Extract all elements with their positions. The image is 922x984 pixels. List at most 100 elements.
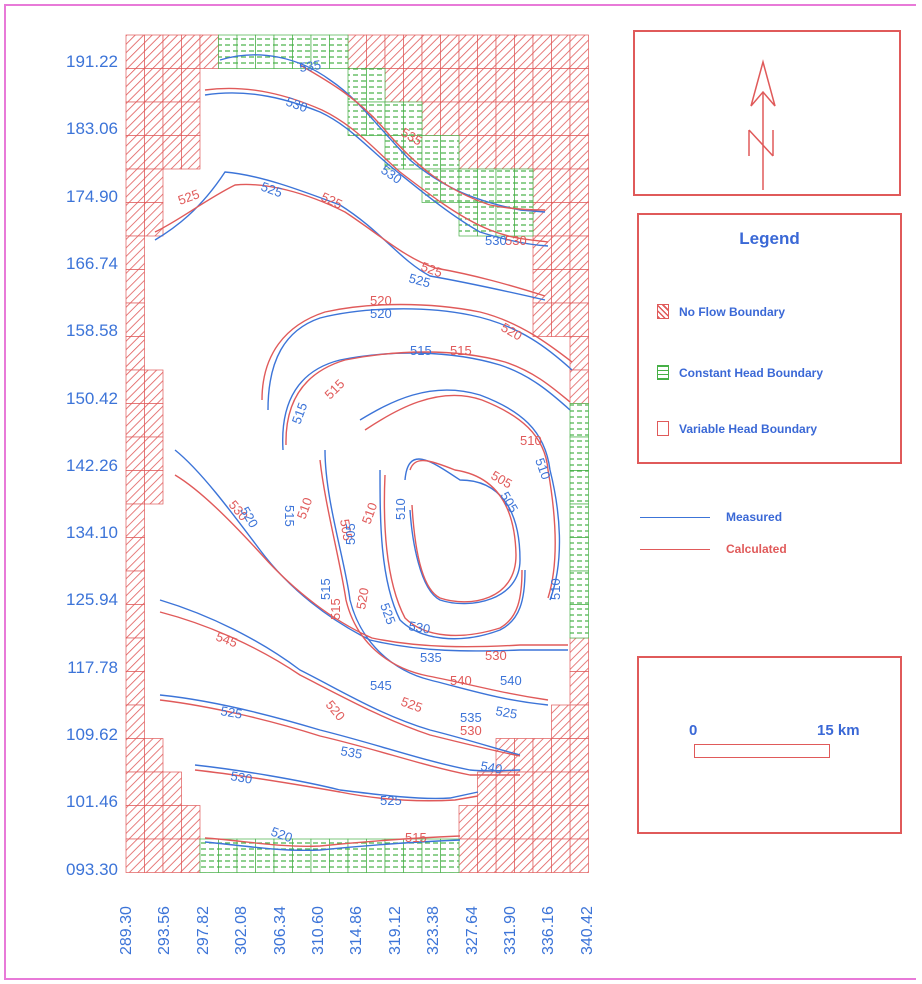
no-flow-cell — [125, 537, 145, 572]
no-flow-cell — [144, 135, 164, 170]
no-flow-cell — [440, 68, 460, 103]
no-flow-cell — [125, 570, 145, 605]
contour-value-label: 525 — [419, 259, 445, 281]
no-flow-cell — [551, 68, 571, 103]
contour-value-label: 510 — [548, 578, 563, 600]
y-tick-label: 109.62 — [66, 725, 118, 744]
constant-head-cell — [421, 135, 441, 170]
contour-value-label: 515 — [289, 401, 311, 427]
x-tick-label: 319.12 — [386, 906, 404, 955]
y-tick-label: 117.78 — [67, 657, 118, 677]
no-flow-cell — [144, 369, 164, 404]
contour-value-label: 520 — [499, 320, 525, 344]
y-tick-label: 183.06 — [66, 119, 118, 139]
no-flow-cell — [514, 101, 534, 136]
no-flow-cell — [569, 704, 589, 739]
no-flow-cell — [551, 302, 571, 337]
no-flow-cell — [569, 302, 589, 337]
contour-value-label: 525 — [380, 793, 402, 808]
no-flow-cell — [532, 168, 552, 203]
no-flow-cell — [181, 34, 201, 69]
no-flow-cell — [495, 101, 515, 136]
y-tick-label: 125.94 — [66, 590, 118, 610]
contour-value-label: 505 — [343, 523, 358, 545]
no-flow-cell — [125, 436, 145, 471]
no-flow-cell — [532, 838, 552, 873]
no-flow-cell — [125, 403, 145, 438]
contour-value-label: 525 — [176, 186, 202, 208]
no-flow-cell — [125, 68, 145, 103]
no-flow-cell — [347, 34, 367, 69]
no-flow-cell — [514, 771, 534, 806]
no-flow-cell — [144, 202, 164, 237]
no-flow-cell — [569, 101, 589, 136]
calculated-line-legend: Calculated — [640, 542, 787, 556]
no-flow-cell — [162, 68, 182, 103]
no-flow-cell — [458, 805, 478, 840]
no-flow-cell — [125, 771, 145, 806]
no-flow-cell — [125, 704, 145, 739]
contour-value-label: 515 — [328, 598, 343, 620]
no-flow-cell — [551, 34, 571, 69]
no-flow-cell — [514, 135, 534, 170]
contour-value-label: 505 — [337, 518, 356, 542]
y-tick-label: 166.74 — [66, 253, 118, 273]
contour-value-label: 505 — [497, 489, 521, 515]
y-tick-label: 142.26 — [66, 455, 118, 475]
no-flow-cell — [125, 235, 145, 270]
no-flow-cell — [440, 101, 460, 136]
contour-value-label: 510 — [532, 456, 554, 482]
calculated-line-swatch — [640, 548, 710, 550]
no-flow-cell — [569, 336, 589, 371]
constant-head-cell — [569, 570, 589, 605]
constant-head-cell — [236, 838, 256, 873]
no-flow-cell — [551, 135, 571, 170]
no-flow-cell — [532, 302, 552, 337]
constant-head-cell — [347, 838, 367, 873]
x-tick-label: 297.82 — [194, 906, 212, 955]
constant-head-cell — [440, 838, 460, 873]
contour-value-label: 515 — [318, 578, 333, 600]
x-tick-label: 331.90 — [502, 906, 519, 955]
green-dashed-swatch-icon — [657, 365, 669, 380]
no-flow-cell — [125, 336, 145, 371]
contour-value-label: 515 — [405, 830, 427, 845]
constant-head-cell — [477, 168, 497, 203]
page-frame — [4, 4, 916, 980]
contour-value-label: 510 — [359, 501, 381, 527]
no-flow-cell — [551, 202, 571, 237]
no-flow-cell — [495, 135, 515, 170]
no-flow-cell — [514, 805, 534, 840]
no-flow-cell — [125, 604, 145, 639]
no-flow-cell — [569, 805, 589, 840]
no-flow-cell — [144, 168, 164, 203]
no-flow-cell — [144, 738, 164, 773]
contour-value-label: 520 — [269, 824, 295, 846]
constant-head-cell — [569, 604, 589, 639]
contour-value-label: 535 — [298, 57, 322, 75]
contour-value-label: 535 — [420, 650, 442, 665]
contour-value-label: 535 — [460, 710, 482, 725]
contour-value-label: 520 — [370, 306, 392, 321]
no-flow-cell — [551, 738, 571, 773]
no-flow-cell — [403, 34, 423, 69]
contour-value-label: 545 — [370, 678, 392, 693]
no-flow-cell — [458, 135, 478, 170]
no-flow-cell — [514, 34, 534, 69]
contour-value-label: 510 — [520, 433, 542, 448]
contour-value-label: 510 — [393, 498, 408, 520]
no-flow-cell — [551, 101, 571, 136]
contour-value-label: 530 — [229, 768, 253, 787]
legend-item-no-flow: No Flow Boundary — [657, 304, 785, 319]
constant-head-cell — [495, 168, 515, 203]
no-flow-cell — [199, 34, 219, 69]
constant-head-cell — [255, 34, 275, 69]
contour-value-label: 540 — [450, 673, 472, 688]
no-flow-cell — [125, 135, 145, 170]
constant-head-cell — [569, 503, 589, 538]
no-flow-cell — [495, 34, 515, 69]
y-tick-label: 174.90 — [66, 186, 118, 206]
constant-head-cell — [569, 436, 589, 471]
no-flow-cell — [551, 838, 571, 873]
no-flow-cell — [532, 101, 552, 136]
